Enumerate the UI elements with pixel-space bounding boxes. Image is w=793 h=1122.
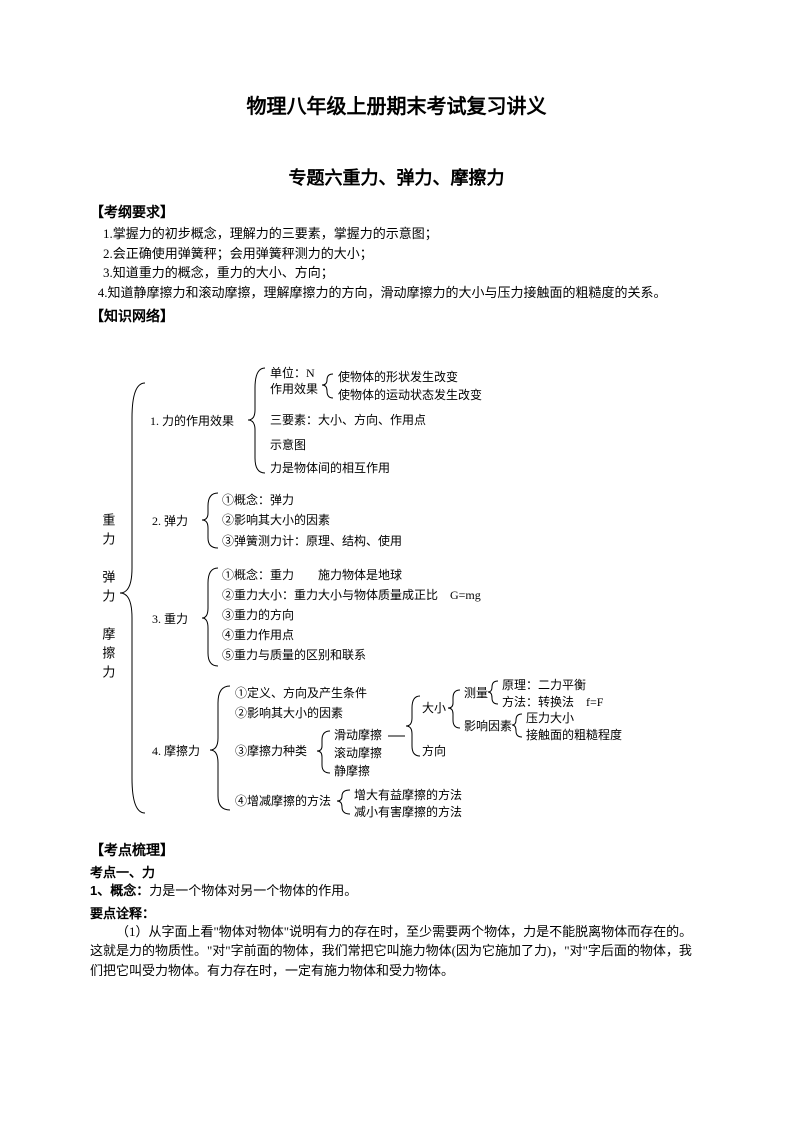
explain-label: 要点诠释： bbox=[90, 903, 703, 922]
outline-item: 1.掌握力的初步概念，理解力的三要素，掌握力的示意图； bbox=[90, 224, 703, 244]
knowledge-diagram: 重力 弹力 摩擦力 1. 力的作用效果 单位：N 作用效果 使物体的形状发生改变… bbox=[90, 338, 710, 828]
friction-type: 静摩擦 bbox=[334, 764, 370, 778]
concept-line: 1、概念：力是一个物体对另一个物体的作用。 bbox=[90, 881, 703, 901]
branch3-item: ②重力大小：重力大小与物体质量成正比 G=mg bbox=[222, 588, 481, 602]
size-label: 大小 bbox=[422, 701, 446, 715]
concept-label: 1、概念： bbox=[90, 883, 149, 898]
concept-text: 力是一个物体对另一个物体的作用。 bbox=[149, 883, 357, 898]
explain-text: （1）从字面上看"物体对物体"说明有力的存在时，至少需要两个物体，力是不能脱离物… bbox=[90, 922, 703, 981]
measure-item: 原理：二力平衡 bbox=[502, 678, 586, 692]
review-heading: 【考点梳理】 bbox=[90, 840, 703, 860]
branch2-label: 2. 弹力 bbox=[152, 514, 188, 528]
branch1-label: 1. 力的作用效果 bbox=[150, 414, 234, 428]
friction-type: 滚动摩擦 bbox=[334, 746, 382, 760]
branch4-label: 4. 摩擦力 bbox=[152, 744, 200, 758]
outline-item: 2.会正确使用弹簧秤；会用弹簧秤测力的大小； bbox=[90, 244, 703, 264]
measure-item: 方法：转换法 f=F bbox=[502, 695, 603, 709]
sub-title: 专题六重力、弹力、摩擦力 bbox=[90, 164, 703, 190]
friction-method: 减小有害摩擦的方法 bbox=[354, 805, 462, 819]
point-heading: 考点一、力 bbox=[90, 862, 703, 881]
branch2-item: ①概念：弹力 bbox=[222, 493, 294, 507]
branch2-item: ③弹簧测力计：原理、结构、使用 bbox=[222, 534, 402, 548]
root-label: 重力 弹力 摩擦力 bbox=[96, 513, 119, 684]
network-heading: 【知识网络】 bbox=[90, 306, 703, 326]
factor-item: 接触面的粗糙程度 bbox=[526, 728, 622, 742]
branch2-item: ②影响其大小的因素 bbox=[222, 513, 330, 527]
main-title: 物理八年级上册期末考试复习讲义 bbox=[90, 90, 703, 119]
outline-item: 4.知道静摩擦力和滚动摩擦，理解摩擦力的方向，滑动摩擦力的大小与压力接触面的粗糙… bbox=[90, 283, 703, 303]
branch3-item: ⑤重力与质量的区别和联系 bbox=[222, 648, 366, 662]
branch1-item: 力是物体间的相互作用 bbox=[270, 461, 390, 475]
friction-type: 滑动摩擦 bbox=[334, 728, 382, 742]
dir-label: 方向 bbox=[422, 744, 446, 758]
branch4-item: ④增减摩擦的方法 bbox=[235, 794, 331, 808]
branch1-item: 三要素：大小、方向、作用点 bbox=[270, 413, 426, 427]
branch4-item: ③摩擦力种类 bbox=[235, 744, 307, 758]
branch4-item: ①定义、方向及产生条件 bbox=[235, 686, 367, 700]
factor-item: 压力大小 bbox=[526, 711, 574, 725]
branch3-item: ①概念：重力 施力物体是地球 bbox=[222, 568, 402, 582]
factors-label: 影响因素 bbox=[464, 719, 512, 733]
branch1-item: 作用效果 bbox=[270, 382, 318, 396]
branch3-item: ④重力作用点 bbox=[222, 628, 294, 642]
branch1-item: 示意图 bbox=[270, 438, 306, 452]
branch3-label: 3. 重力 bbox=[152, 612, 188, 626]
outline-item: 3.知道重力的概念，重力的大小、方向； bbox=[90, 263, 703, 283]
branch1-item: 单位：N bbox=[270, 366, 315, 380]
friction-method: 增大有益摩擦的方法 bbox=[354, 788, 462, 802]
branch3-item: ③重力的方向 bbox=[222, 608, 294, 622]
branch1-sub: 使物体的形状发生改变 bbox=[338, 370, 458, 384]
branch4-item: ②影响其大小的因素 bbox=[235, 706, 343, 720]
branch1-sub: 使物体的运动状态发生改变 bbox=[338, 388, 482, 402]
measure-label: 测量 bbox=[464, 686, 488, 700]
outline-heading: 【考纲要求】 bbox=[90, 202, 703, 222]
